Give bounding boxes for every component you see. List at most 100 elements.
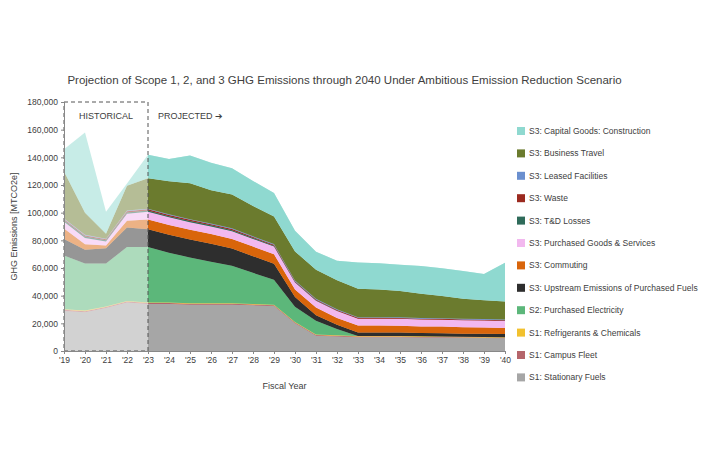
area [148,132,505,301]
annotation: HISTORICAL [79,111,133,121]
legend-item: S3: Leased Facilities [517,171,607,181]
x-tick-mark [484,351,485,354]
x-tick-label: '37 [437,355,448,365]
y-tick: 160,000 [27,125,64,135]
legend-swatch [517,127,525,135]
x-tick: '22 [122,351,133,365]
x-tick-label: '25 [185,355,196,365]
title: Projection of Scope 1, 2, and 3 GHG Emis… [67,74,621,86]
x-tick-mark [253,351,254,354]
y-tick: 100,000 [27,208,64,218]
x-tick-mark [358,351,359,354]
x-tick: '23 [143,351,154,365]
x-tick-label: '39 [479,355,490,365]
x-tick-mark [421,351,422,354]
y-tick-label: 0 [53,346,58,356]
legend-swatch [517,284,525,292]
x-tick: '24 [164,351,175,365]
legend-label: S1: Campus Fleet [529,350,598,360]
x-tick: '27 [227,351,238,365]
legend-swatch [517,172,525,180]
x-tick: '31 [311,351,322,365]
x-tick-label: '40 [500,355,511,365]
x-tick-label: '32 [332,355,343,365]
y-tick-mark [61,268,64,269]
plot-area [64,132,505,351]
x-tick-mark [127,351,128,354]
legend-swatch [517,351,525,359]
y-tick-mark [61,102,64,103]
area [148,171,505,319]
x-tick-label: '33 [353,355,364,365]
x-tick: '21 [101,351,112,365]
annotation: PROJECTED ➔ [158,111,223,121]
x-tick-label: '29 [269,355,280,365]
x-tick: '34 [374,351,385,365]
y-tick-label: 40,000 [32,291,58,301]
x-axis: '19'20'21'22'23'24'25'26'27'28'29'30'31'… [59,351,511,365]
y-axis-line [61,103,65,352]
y-axis: 020,00040,00060,00080,000100,000120,0001… [27,97,64,356]
y-tick: 120,000 [27,180,64,190]
legend-swatch [517,239,525,247]
y-tick: 40,000 [32,291,64,301]
x-tick: '40 [500,351,511,365]
x-tick-label: '26 [206,355,217,365]
legend-swatch [517,149,525,157]
x-tick-mark [463,351,464,354]
chart: Projection of Scope 1, 2, and 3 GHG Emis… [0,0,707,476]
x-tick-mark [148,351,149,354]
x-tick-mark [337,351,338,354]
x-tick-label: '23 [143,355,154,365]
y-tick-mark [61,130,64,131]
legend-label: S3: Leased Facilities [529,171,607,181]
legend-label: S3: Business Travel [529,148,604,158]
legend-item: S1: Campus Fleet [517,350,598,360]
y-tick: 140,000 [27,153,64,163]
x-tick: '30 [290,351,301,365]
x-tick-mark [505,351,506,354]
x-tick-mark [295,351,296,354]
y-tick-mark [61,213,64,214]
y-tick: 60,000 [32,263,64,273]
legend-item: S3: Commuting [517,260,588,270]
x-tick-mark [211,351,212,354]
legend-label: S3: Waste [529,193,568,203]
legend-swatch [517,261,525,269]
x-tick-label: '34 [374,355,385,365]
x-tick-label: '21 [101,355,112,365]
x-tick-mark [85,351,86,354]
x-tick-mark [400,351,401,354]
x-tick-mark [190,351,191,354]
legend-item: S3: Capital Goods: Construction [517,126,651,136]
x-tick-mark [316,351,317,354]
legend-swatch [517,194,525,202]
y-tick: 80,000 [32,236,64,246]
x-tick: '19 [59,351,70,365]
x-tick: '35 [395,351,406,365]
legend-label: S3: Upstream Emissions of Purchased Fuel… [529,283,698,293]
x-tick: '26 [206,351,217,365]
legend-item: S3: Purchased Goods & Services [517,238,655,248]
x-tick: '29 [269,351,280,365]
y-tick-mark [61,185,64,186]
x-tick: '39 [479,351,490,365]
y-tick-label: 180,000 [27,97,58,107]
x-tick-mark [442,351,443,354]
legend-swatch [517,329,525,337]
legend-item: S3: Business Travel [517,148,604,158]
y-tick: 180,000 [27,97,64,107]
y-tick-mark [61,296,64,297]
y-tick-mark [61,323,64,324]
x-tick-mark [379,351,380,354]
x-tick-label: '38 [458,355,469,365]
x-tick-label: '30 [290,355,301,365]
x-tick-label: '19 [59,355,70,365]
y-tick-label: 100,000 [27,208,58,218]
legend-item: S3: Waste [517,193,568,203]
x-tick: '25 [185,351,196,365]
legend-label: S1: Refrigerants & Chemicals [529,328,641,338]
x-tick-mark [64,351,65,354]
legend-item: S3: Upstream Emissions of Purchased Fuel… [517,283,698,293]
y-tick-mark [61,351,64,352]
